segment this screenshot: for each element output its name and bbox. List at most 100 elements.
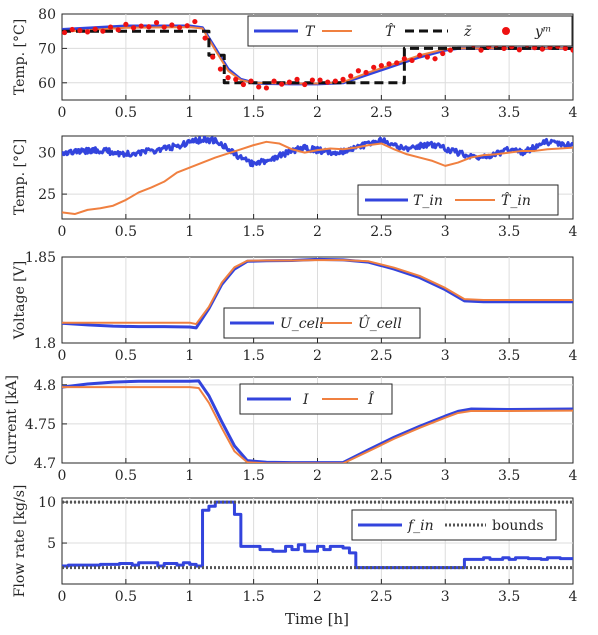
data-point bbox=[233, 76, 239, 82]
x-tick-label: 1.5 bbox=[242, 348, 264, 364]
data-point bbox=[192, 18, 198, 25]
y-tick-label: 4.7 bbox=[34, 456, 56, 472]
x-tick-label: 4 bbox=[569, 589, 578, 605]
data-point bbox=[447, 47, 453, 53]
y-axis-label: Flow rate [kg/s] bbox=[12, 485, 28, 598]
y-axis-label: Temp. [°C] bbox=[12, 19, 28, 95]
series--line bbox=[62, 386, 573, 463]
axis-ticks: 0 0.5 1 1.5 2 2.5 3 3.5 4 5 10 bbox=[38, 495, 577, 605]
legend-label-I-hat: Î bbox=[367, 390, 375, 408]
y-axis-label: Current [kA] bbox=[4, 375, 20, 465]
x-tick-label: 2.5 bbox=[370, 348, 392, 364]
x-tick-label: 2 bbox=[313, 468, 322, 484]
data-point bbox=[146, 24, 152, 30]
series-i-line bbox=[62, 379, 573, 463]
data-point bbox=[184, 23, 190, 29]
y-tick-label: 60 bbox=[38, 76, 56, 92]
x-tick-label: 0.5 bbox=[115, 468, 137, 484]
x-tick-label: 2.5 bbox=[370, 224, 392, 240]
data-point bbox=[363, 69, 369, 76]
y-tick-label: 70 bbox=[38, 41, 56, 57]
series-group bbox=[62, 379, 573, 463]
data-point bbox=[107, 24, 114, 30]
series-t-in-line bbox=[62, 136, 573, 168]
series-z-line bbox=[62, 29, 573, 85]
data-point bbox=[123, 21, 129, 27]
y-tick-label: 80 bbox=[38, 7, 56, 23]
x-tick-label: 3 bbox=[441, 348, 450, 364]
x-tick-label: 1 bbox=[185, 105, 194, 121]
series-t-in-line bbox=[62, 140, 573, 216]
panel-temperature: 0 0.5 1 1.5 2 2.5 3 3.5 4 60 70 80 Temp. [°C] T T̂ … bbox=[12, 7, 578, 121]
data-point bbox=[77, 27, 83, 34]
data-point bbox=[340, 76, 346, 82]
data-point bbox=[176, 24, 183, 31]
data-point bbox=[271, 78, 277, 84]
x-tick-label: 1.5 bbox=[242, 105, 264, 121]
x-tick-label: 2.5 bbox=[370, 105, 392, 121]
data-point bbox=[153, 20, 160, 26]
x-tick-label: 2 bbox=[313, 589, 322, 605]
data-point bbox=[100, 28, 106, 34]
x-tick-label: 0 bbox=[58, 224, 67, 240]
x-tick-label: 0.5 bbox=[115, 224, 137, 240]
data-point bbox=[570, 47, 573, 53]
data-point bbox=[516, 47, 522, 53]
legend-label-T-in-hat: T̂_in bbox=[501, 191, 531, 209]
data-point bbox=[478, 47, 484, 53]
x-tick-label: 4 bbox=[569, 348, 578, 364]
data-point bbox=[286, 79, 292, 85]
data-point bbox=[348, 73, 354, 79]
legend: U_cell Û_cell bbox=[223, 307, 421, 339]
data-point bbox=[432, 56, 438, 62]
y-tick-label: 4.75 bbox=[25, 417, 56, 433]
x-tick-label: 3.5 bbox=[498, 589, 520, 605]
x-tick-label: 2 bbox=[313, 105, 322, 121]
data-point bbox=[279, 81, 285, 87]
data-point bbox=[217, 66, 224, 72]
x-tick-label: 3.5 bbox=[498, 348, 520, 364]
legend-label-z-bar: z̄ bbox=[463, 24, 472, 40]
x-tick-label: 3 bbox=[441, 468, 450, 484]
data-point bbox=[138, 23, 144, 29]
x-tick-label: 3.5 bbox=[498, 224, 520, 240]
panel-flow-rate: 0 0.5 1 1.5 2 2.5 3 3.5 4 5 10 Flow rate [kg/s] f_… bbox=[12, 485, 578, 605]
data-point bbox=[401, 56, 407, 62]
x-tick-label: 3.5 bbox=[498, 468, 520, 484]
data-point bbox=[417, 52, 423, 58]
y-tick-label: 30 bbox=[38, 146, 56, 162]
data-point bbox=[371, 64, 377, 70]
x-tick-label: 0 bbox=[58, 348, 67, 364]
data-point bbox=[202, 35, 208, 41]
series-group bbox=[62, 257, 573, 330]
data-point bbox=[378, 63, 384, 69]
data-point bbox=[539, 46, 545, 52]
series-cell-line bbox=[62, 259, 573, 326]
data-point bbox=[355, 68, 361, 74]
y-axis-label: Temp. [°C] bbox=[12, 139, 28, 215]
legend-label-f-in: f_in bbox=[407, 518, 434, 534]
legend: T T̂ z̄ yᵐ bbox=[247, 15, 573, 47]
y-axis-label: Voltage [V] bbox=[12, 261, 28, 340]
y-tick-label: 10 bbox=[38, 495, 56, 511]
legend-label-bounds: bounds bbox=[492, 518, 544, 534]
data-point bbox=[501, 45, 507, 52]
data-point bbox=[161, 24, 167, 30]
legend-swatch-y-m bbox=[502, 27, 510, 35]
data-point bbox=[210, 54, 216, 60]
series-f-in-line bbox=[62, 500, 573, 570]
legend: T_in T̂_in bbox=[357, 184, 559, 216]
data-point bbox=[130, 25, 137, 31]
axis-ticks: 0 0.5 1 1.5 2 2.5 3 3.5 4 25 30 bbox=[38, 146, 577, 240]
data-point bbox=[92, 26, 98, 32]
x-tick-label: 1.5 bbox=[242, 468, 264, 484]
series-group bbox=[62, 136, 573, 216]
data-point bbox=[62, 29, 68, 36]
axis-ticks: 0 0.5 1 1.5 2 2.5 3 3.5 4 60 70 80 bbox=[38, 7, 577, 121]
x-tick-label: 1 bbox=[185, 224, 194, 240]
data-point bbox=[248, 78, 254, 84]
x-tick-label: 2.5 bbox=[370, 468, 392, 484]
data-point bbox=[115, 27, 121, 33]
legend: f_in bounds bbox=[351, 509, 557, 541]
